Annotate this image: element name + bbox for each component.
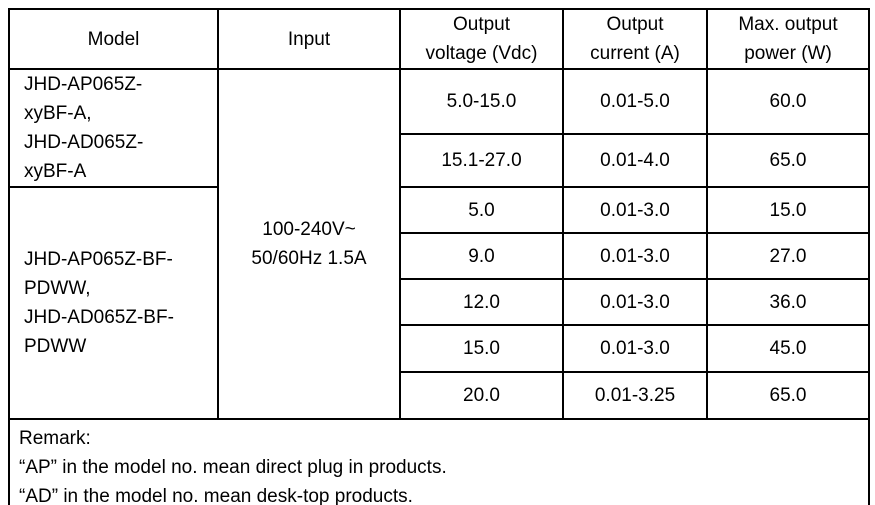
header-row: Model Input Output voltage (Vdc) Output … xyxy=(8,8,870,70)
column-header-output-voltage: Output voltage (Vdc) xyxy=(399,8,564,70)
table-row: JHD-AP065Z-BF- PDWW, JHD-AD065Z-BF- PDWW… xyxy=(8,186,870,420)
remark-row: Remark: “AP” in the model no. mean direc… xyxy=(8,418,870,505)
table-row: JHD-AP065Z- xyBF-A, JHD-AD065Z- xyBF-A 1… xyxy=(8,68,870,420)
table-row: 15.0 0.01-3.0 45.0 xyxy=(9,324,870,373)
voltage-cell: 15.1-27.0 xyxy=(399,132,564,189)
table-row: 9.0 0.01-3.0 27.0 xyxy=(9,232,870,280)
current-cell: 0.01-3.0 xyxy=(562,278,708,326)
voltage-cell: 5.0 xyxy=(399,186,564,234)
current-cell: 0.01-4.0 xyxy=(562,132,708,189)
remark-cell: Remark: “AP” in the model no. mean direc… xyxy=(8,418,870,505)
column-header-model: Model xyxy=(8,8,219,70)
current-cell: 0.01-5.0 xyxy=(562,68,708,135)
current-cell: 0.01-3.0 xyxy=(562,232,708,280)
power-cell: 45.0 xyxy=(706,324,870,373)
current-cell: 0.01-3.0 xyxy=(562,186,708,234)
model-group-2-cell: JHD-AP065Z-BF- PDWW, JHD-AD065Z-BF- PDWW xyxy=(8,186,219,420)
input-cell: 100-240V~ 50/60Hz 1.5A xyxy=(217,68,401,420)
voltage-cell: 12.0 xyxy=(399,278,564,326)
power-cell: 65.0 xyxy=(706,132,870,189)
power-cell: 27.0 xyxy=(706,232,870,280)
power-cell: 60.0 xyxy=(706,68,870,135)
voltage-cell: 15.0 xyxy=(399,324,564,373)
table-row: 12.0 0.01-3.0 36.0 xyxy=(9,278,870,326)
power-cell: 65.0 xyxy=(706,371,870,420)
current-cell: 0.01-3.25 xyxy=(562,371,708,420)
column-header-output-current: Output current (A) xyxy=(562,8,708,70)
power-cell: 36.0 xyxy=(706,278,870,326)
model-group-1-cell: JHD-AP065Z- xyBF-A, JHD-AD065Z- xyBF-A xyxy=(8,68,219,188)
table-row: 20.0 0.01-3.25 65.0 xyxy=(9,371,870,420)
power-spec-table: Model Input Output voltage (Vdc) Output … xyxy=(8,8,870,505)
column-header-max-output-power: Max. output power (W) xyxy=(706,8,870,70)
current-cell: 0.01-3.0 xyxy=(562,324,708,373)
voltage-cell: 20.0 xyxy=(399,371,564,420)
table-row: 15.1-27.0 0.01-4.0 65.0 xyxy=(9,132,870,189)
column-header-input: Input xyxy=(217,8,401,70)
voltage-cell: 5.0-15.0 xyxy=(399,68,564,135)
power-cell: 15.0 xyxy=(706,186,870,234)
voltage-cell: 9.0 xyxy=(399,232,564,280)
